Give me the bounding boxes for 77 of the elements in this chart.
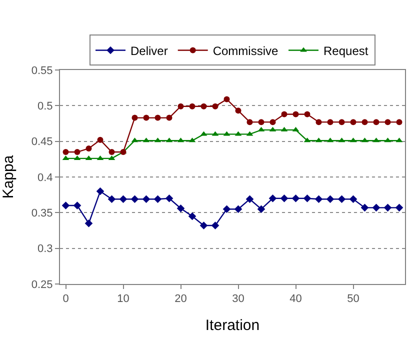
- point: [246, 195, 254, 204]
- point: [130, 195, 139, 204]
- point: [178, 103, 184, 110]
- point: [281, 111, 288, 118]
- point: [97, 136, 104, 143]
- point: [280, 194, 288, 202]
- x-tick-label: 50: [347, 293, 360, 306]
- point: [108, 149, 115, 156]
- point: [154, 114, 161, 121]
- point: [314, 195, 323, 204]
- point: [384, 119, 391, 126]
- point: [96, 187, 104, 196]
- y-tick-label: 0.35: [31, 208, 53, 220]
- point: [74, 149, 80, 156]
- point: [211, 222, 220, 230]
- point: [338, 119, 345, 126]
- point: [108, 195, 116, 204]
- legend-label: Deliver: [130, 44, 168, 58]
- point: [62, 149, 69, 156]
- point: [384, 204, 392, 212]
- point: [73, 202, 82, 210]
- point: [200, 222, 208, 230]
- y-tick-label: 0.5: [38, 100, 53, 113]
- point: [132, 114, 138, 121]
- y-tick-label: 0.25: [31, 278, 53, 291]
- point: [246, 119, 253, 126]
- y-tick-label: 0.55: [31, 64, 53, 77]
- point: [200, 103, 207, 110]
- point: [270, 119, 276, 126]
- point: [304, 111, 310, 118]
- x-tick-label: 10: [117, 293, 130, 306]
- point: [154, 195, 162, 204]
- point: [349, 195, 358, 204]
- x-tick-label: 40: [290, 293, 302, 306]
- point: [165, 194, 174, 202]
- point: [258, 119, 264, 126]
- point: [362, 119, 368, 126]
- x-axis-title: Iteration: [205, 317, 260, 334]
- point: [292, 111, 299, 118]
- x-tick-label: 30: [232, 293, 244, 306]
- point: [316, 119, 322, 126]
- point: [257, 205, 266, 213]
- point: [212, 103, 218, 110]
- x-tick-label: 0: [62, 293, 69, 306]
- point: [86, 145, 92, 152]
- point: [84, 219, 93, 228]
- point: [396, 119, 402, 126]
- point: [372, 204, 380, 212]
- y-tick-label: 0.4: [38, 172, 53, 184]
- legend-label: Commissive: [212, 44, 279, 58]
- point: [176, 204, 185, 212]
- point: [189, 103, 196, 110]
- point: [268, 194, 277, 202]
- point: [142, 195, 150, 204]
- point: [222, 205, 231, 213]
- point: [224, 96, 230, 102]
- point: [235, 108, 242, 114]
- y-tick-label: 0.3: [38, 243, 53, 256]
- point: [326, 195, 334, 204]
- point: [327, 119, 334, 126]
- legend-label: Request: [324, 44, 369, 58]
- point: [395, 204, 404, 212]
- point: [119, 195, 128, 204]
- point: [234, 205, 242, 213]
- point: [303, 194, 312, 202]
- x-tick-label: 20: [174, 293, 187, 306]
- y-tick-label: 0.45: [31, 136, 53, 148]
- point: [360, 204, 369, 212]
- point: [62, 202, 70, 210]
- point: [373, 119, 380, 126]
- point: [350, 119, 356, 126]
- point: [292, 194, 300, 202]
- y-axis-title: Kappa: [0, 154, 17, 199]
- point: [188, 212, 196, 220]
- point: [143, 114, 150, 121]
- point: [338, 195, 346, 204]
- point: [166, 114, 172, 121]
